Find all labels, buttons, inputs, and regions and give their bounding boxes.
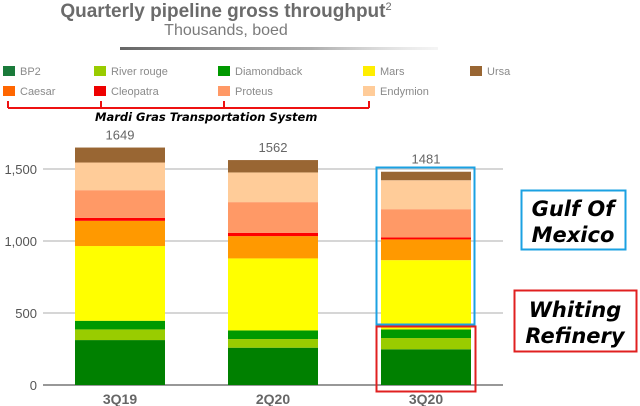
bar-segment-river-rouge <box>228 339 318 348</box>
gulf-label-line2: Mexico <box>532 223 615 247</box>
bar-3Q20: 1481 3Q20 <box>381 152 471 406</box>
legend-item-proteus: Proteus <box>218 86 273 98</box>
bar-segment-cleopatra <box>381 237 471 240</box>
legend-swatch <box>3 66 15 76</box>
bar-segment-diamondback <box>228 330 318 340</box>
bar-segment-ursa <box>75 147 165 163</box>
mardi-gras-label: Mardi Gras Transportation System <box>95 110 317 124</box>
bar-total-label: 1562 <box>259 140 288 155</box>
legend-label: Mars <box>380 66 405 78</box>
gulf-highlight-box <box>375 166 476 326</box>
legend-item-mars: Mars <box>363 66 405 78</box>
legend-label: Caesar <box>20 86 56 98</box>
whiting-highlight-box <box>375 325 477 393</box>
bar-segment-cleopatra <box>228 232 318 237</box>
bar-segment-mars <box>228 258 318 331</box>
bar-2Q20: 1562 2Q20 <box>228 140 318 406</box>
legend-swatch <box>470 66 482 76</box>
y-tick-label: 0 <box>30 378 37 393</box>
bar-segment-mars <box>381 260 471 330</box>
bar-segment-diamondback <box>75 320 165 330</box>
legend-swatch <box>218 66 230 76</box>
legend-swatch <box>94 66 106 76</box>
bar-3Q19: 1649 3Q19 <box>75 128 165 406</box>
legend-swatch <box>3 86 15 96</box>
bar-segment-caesar <box>381 239 471 261</box>
bar-segment-caesar <box>228 236 318 259</box>
whiting-label-box <box>513 289 638 353</box>
legend-item-ursa: Ursa <box>470 66 511 78</box>
mardi-gras-bracket: Mardi Gras Transportation System <box>7 101 370 124</box>
bar-segment-proteus <box>75 190 165 218</box>
bar-total-label: 1481 <box>412 152 441 167</box>
bar-segment-endymion <box>228 172 318 203</box>
legend-item-endymion: Endymion <box>363 86 429 98</box>
legend-label: Cleopatra <box>111 86 160 98</box>
chart-title: Quarterly pipeline gross throughput2 <box>60 1 391 22</box>
bar-total-label: 1649 <box>106 128 135 143</box>
bar-segment-endymion <box>381 180 471 210</box>
y-tick-label: 1,000 <box>4 234 37 249</box>
gulf-label-box <box>520 189 627 251</box>
legend-item-diamondback: Diamondback <box>218 66 303 78</box>
bar-segment-bp2 <box>75 340 165 385</box>
y-tick-label: 500 <box>15 306 37 321</box>
legend-swatch <box>363 86 375 96</box>
legend: BP2 River rouge Diamondback Mars Ursa Caesar C… <box>3 66 511 98</box>
legend-label: River rouge <box>111 66 168 78</box>
legend-label: Endymion <box>380 86 429 98</box>
legend-label: Diamondback <box>235 66 303 78</box>
legend-label: BP2 <box>20 66 41 78</box>
legend-item-bp2: BP2 <box>3 66 41 78</box>
bars: 1649 3Q19 1562 2Q20 1481 3Q20 <box>75 128 471 406</box>
bar-segment-proteus <box>228 202 318 233</box>
title-superscript: 2 <box>386 1 392 13</box>
legend-label: Ursa <box>487 66 511 78</box>
legend-item-cleopatra: Cleopatra <box>94 86 160 98</box>
x-tick-label: 3Q19 <box>103 391 137 406</box>
bar-segment-river-rouge <box>75 329 165 341</box>
x-tick-label: 2Q20 <box>256 391 290 406</box>
bar-segment-ursa <box>381 171 471 181</box>
bar-segment-proteus <box>381 209 471 238</box>
x-tick-label: 3Q20 <box>409 391 443 406</box>
bar-segment-diamondback <box>381 329 471 339</box>
bar-segment-endymion <box>75 162 165 191</box>
legend-item-caesar: Caesar <box>3 86 56 98</box>
legend-swatch <box>363 66 375 76</box>
bar-segment-ursa <box>228 160 318 173</box>
legend-swatch <box>218 86 230 96</box>
callouts: Gulf Of Mexico Whiting Refinery <box>375 166 638 393</box>
legend-swatch <box>94 86 106 96</box>
title-underline <box>120 47 438 50</box>
legend-label: Proteus <box>235 86 273 98</box>
bar-segment-cleopatra <box>75 217 165 221</box>
y-tick-label: 1,500 <box>4 162 37 177</box>
gulf-label-line1: Gulf Of <box>532 197 618 221</box>
whiting-label-line2: Refinery <box>525 324 625 348</box>
bar-segment-bp2 <box>381 349 471 385</box>
whiting-label-line1: Whiting <box>529 298 622 322</box>
chart-subtitle: Thousands, boed <box>164 22 288 39</box>
bar-segment-river-rouge <box>381 338 471 350</box>
legend-item-river-rouge: River rouge <box>94 66 168 78</box>
bar-segment-bp2 <box>228 347 318 385</box>
bar-segment-mars <box>75 246 165 321</box>
bar-segment-caesar <box>75 220 165 247</box>
